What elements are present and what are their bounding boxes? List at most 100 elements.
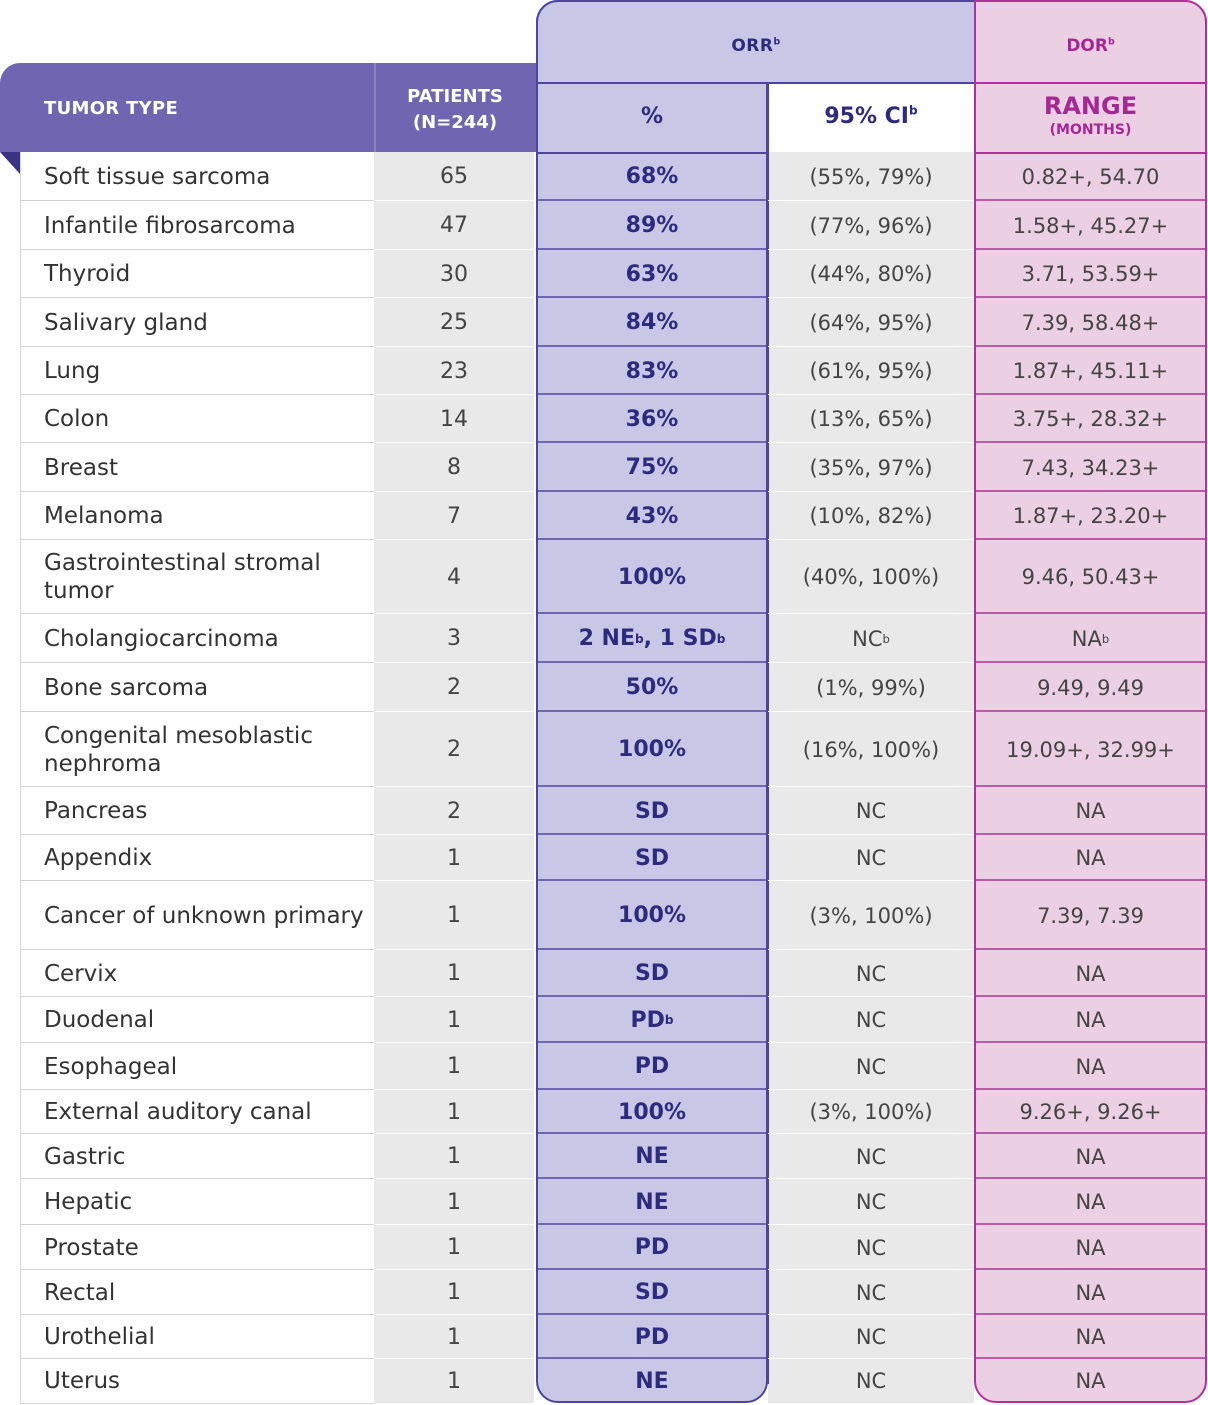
- orr-percent-cell: NE: [635, 1144, 669, 1169]
- row-divider: [538, 1357, 766, 1359]
- orr-percent-cell: 43%: [625, 503, 679, 529]
- row-divider: [20, 1089, 374, 1090]
- ci-cell: NC: [855, 799, 887, 823]
- row-divider: [538, 612, 766, 614]
- dor-range-cell: 9.26+, 9.26+: [1019, 1100, 1162, 1124]
- row-divider: [768, 297, 974, 298]
- dor-range-cell: NA: [1075, 1235, 1106, 1260]
- row-divider: [538, 248, 766, 250]
- row-divider: [374, 613, 534, 614]
- tumor-type-cell: Gastric: [44, 1143, 126, 1170]
- row-divider: [374, 949, 534, 950]
- tumor-type-cell: Melanoma: [44, 503, 164, 529]
- orr-percent-cell: SD: [634, 798, 670, 824]
- row-divider: [20, 1178, 374, 1179]
- table-row: Gastric 1 NE NC NA: [20, 1134, 1207, 1179]
- ci-left-border: [767, 84, 769, 1384]
- tumor-type-cell: Infantile fibrosarcoma: [44, 212, 296, 239]
- row-divider: [976, 1223, 1205, 1225]
- row-divider: [374, 662, 534, 663]
- orr-percent-cell: 36%: [625, 406, 679, 432]
- ci-cell: NC: [855, 1144, 887, 1169]
- orr-percent-cell: 50%: [625, 675, 679, 700]
- orr-percent-cell: PD: [634, 1324, 670, 1350]
- row-divider: [538, 1041, 766, 1043]
- dor-range-cell: 0.82+, 54.70: [1021, 164, 1160, 189]
- orr-percent-cell: 75%: [625, 455, 679, 480]
- dor-range-cell: 7.43, 34.23+: [1021, 455, 1160, 480]
- patients-cell: 1: [447, 903, 461, 928]
- row-divider: [976, 710, 1205, 712]
- dor-range-cell: NA b: [1071, 626, 1110, 651]
- patients-cell: 2: [447, 675, 461, 700]
- orr-percent-cell: PD: [634, 1235, 670, 1260]
- tumor-type-cell: Colon: [44, 406, 110, 432]
- row-divider: [20, 996, 374, 997]
- ci-cell: NC: [855, 1190, 887, 1214]
- orr-percent-cell: PD: [634, 1054, 670, 1079]
- row-divider: [20, 249, 374, 250]
- row-divider: [538, 661, 766, 663]
- row-divider: [976, 538, 1205, 540]
- table-row: Salivary gland 25 84% (64%, 95%) 7.39, 58.48…: [20, 298, 1207, 347]
- dor-range-cell: NA: [1075, 1008, 1106, 1032]
- orr-percent-cell: NE: [635, 1189, 669, 1215]
- tumor-type-cell: Duodenal: [44, 1007, 155, 1033]
- row-divider: [768, 880, 974, 881]
- row-divider: [20, 613, 374, 614]
- ci-cell: NC: [855, 1369, 887, 1393]
- dor-range-cell: 1.87+, 23.20+: [1012, 504, 1169, 528]
- patients-cell: 65: [440, 164, 468, 189]
- row-divider: [976, 1268, 1205, 1270]
- table-row: Hepatic 1 NE NC NA: [20, 1179, 1207, 1225]
- patients-cell: 1: [447, 1280, 461, 1305]
- row-divider: [768, 491, 974, 492]
- row-divider: [374, 200, 534, 201]
- ci-column-bg: [768, 152, 974, 1403]
- table-row: Cancer of unknown primary 1 100% (3%, 100%)…: [20, 881, 1207, 950]
- dor-column-bg: [974, 0, 1207, 1403]
- patients-cell: 1: [447, 1144, 461, 1169]
- table-row: External auditory canal 1 100% (3%, 100%) 9.…: [20, 1090, 1207, 1134]
- row-divider: [538, 710, 766, 712]
- range-units: (MONTHS): [1049, 122, 1132, 138]
- row-divider: [768, 1178, 974, 1179]
- ci-cell: (1%, 99%): [816, 675, 926, 700]
- dor-group-label: DORb: [1066, 36, 1115, 56]
- row-divider: [976, 1313, 1205, 1315]
- dor-range-cell: 19.09+, 32.99+: [1006, 737, 1175, 762]
- row-divider: [20, 346, 374, 347]
- dor-range-cell: NA: [1075, 1190, 1106, 1214]
- tumor-type-cell: Appendix: [44, 845, 153, 871]
- ci-cell: (10%, 82%): [809, 504, 933, 528]
- row-divider: [768, 1089, 974, 1090]
- ci-cell: (3%, 100%): [809, 1100, 933, 1124]
- orr-percent-cell: 100%: [618, 903, 686, 928]
- row-divider: [374, 1133, 534, 1134]
- tumor-type-cell: Esophageal: [44, 1053, 178, 1080]
- row-divider: [374, 1178, 534, 1179]
- row-divider: [976, 1177, 1205, 1179]
- dor-group-header: DORb: [974, 0, 1207, 84]
- tumor-type-cell: Breast: [44, 454, 118, 481]
- row-divider: [768, 442, 974, 443]
- row-divider: [20, 1133, 374, 1134]
- tumor-type-cell: Hepatic: [44, 1189, 133, 1215]
- table-row: Esophageal 1 PD NC NA: [20, 1043, 1207, 1090]
- ci-cell: (44%, 80%): [809, 262, 933, 286]
- table-row: Cholangiocarcinoma 3 2 NE b, 1 SD b NC b NA b: [20, 614, 1207, 663]
- range-header: RANGE: [1043, 92, 1138, 120]
- dor-range-cell: 3.71, 53.59+: [1021, 262, 1160, 286]
- patients-cell: 47: [440, 213, 468, 238]
- orr-percent-cell: 100%: [618, 564, 686, 590]
- row-divider: [20, 200, 374, 201]
- row-divider: [768, 1358, 974, 1359]
- row-divider: [768, 711, 974, 712]
- orr-percent-cell: NE: [635, 1368, 669, 1394]
- row-divider: [20, 1224, 374, 1225]
- dor-range-cell: 3.75+, 28.32+: [1012, 407, 1169, 431]
- orr-group-label: ORRb: [731, 36, 781, 56]
- patients-cell: 14: [440, 406, 468, 432]
- table-row: Colon 14 36% (13%, 65%) 3.75+, 28.32+: [20, 395, 1207, 443]
- tumor-type-cell: Uterus: [44, 1368, 121, 1394]
